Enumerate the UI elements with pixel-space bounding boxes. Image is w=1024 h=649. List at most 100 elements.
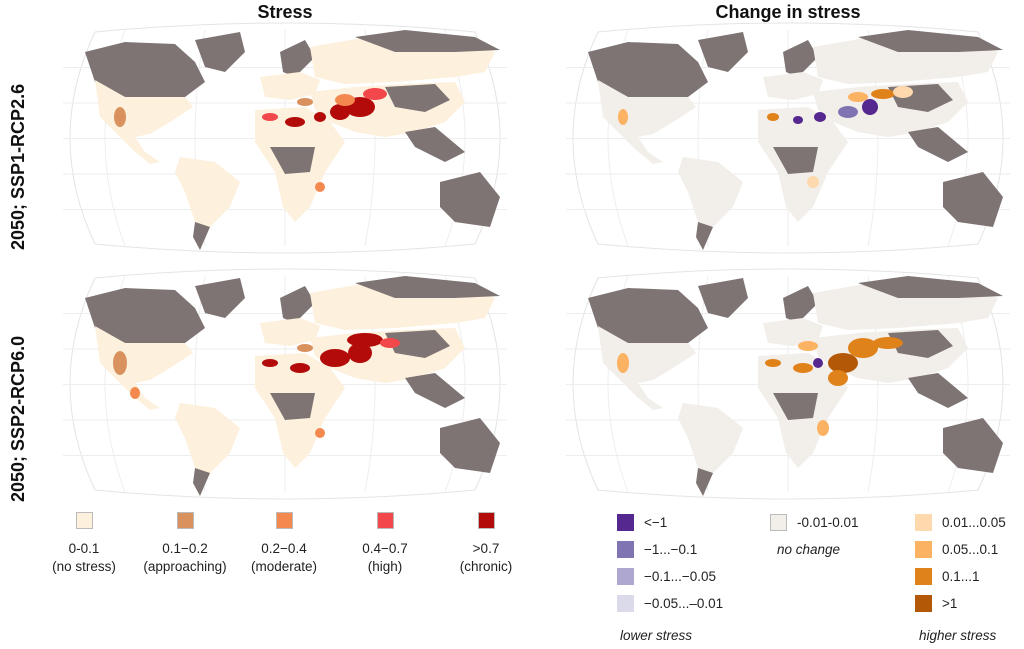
legend-no-change-caption: no change — [777, 542, 841, 557]
stress-region — [314, 112, 326, 122]
map-outline — [69, 268, 501, 500]
legend-stress-1: 0.1−0.2 (approaching) — [130, 512, 240, 576]
stress-region — [130, 387, 140, 399]
legend-label: (no stress) — [52, 559, 116, 574]
patagonia — [696, 468, 713, 496]
legend-range: 0-0.1 — [68, 541, 100, 556]
central-africa — [270, 393, 315, 420]
greenland — [698, 278, 748, 318]
stress-region — [817, 420, 829, 436]
column-title-change: Change in stress — [715, 2, 861, 22]
stress-region — [320, 349, 350, 367]
legend-change-higher-1: 0.05...0.1 — [915, 539, 998, 559]
stress-region — [848, 92, 868, 102]
row-title-ssp1: 2050; SSP1-RCP2.6 — [8, 83, 28, 250]
legend-swatch — [915, 513, 932, 531]
stress-region — [347, 333, 383, 347]
canada — [588, 288, 708, 343]
stress-region — [113, 351, 127, 375]
mexico — [115, 132, 160, 164]
stress-region — [262, 113, 278, 121]
australia — [943, 172, 1003, 227]
stress-region — [807, 176, 819, 188]
stress-region — [871, 89, 895, 99]
stress-region — [335, 94, 355, 106]
stress-region — [618, 109, 628, 125]
stress-region — [290, 363, 310, 373]
central-africa — [773, 393, 818, 420]
legend-label: (chronic) — [459, 559, 513, 574]
legend-swatch — [617, 594, 634, 612]
stress-region — [767, 113, 779, 121]
stress-region — [828, 353, 858, 373]
legend-range: 0.1−0.2 — [162, 541, 208, 556]
scandinavia — [280, 286, 315, 323]
legend-range: >0.7 — [472, 541, 500, 556]
antarctic-tip — [115, 47, 150, 64]
scandinavia — [783, 286, 818, 323]
southeast-asia — [405, 373, 465, 408]
stress-region — [862, 99, 878, 115]
legend-range: 0.4−0.7 — [362, 541, 408, 556]
stress-region — [617, 353, 629, 373]
siberia — [355, 276, 500, 298]
legend-label: (high) — [367, 559, 403, 574]
stress-region — [348, 343, 372, 363]
antarctic-tip — [115, 293, 150, 310]
greenland — [195, 32, 245, 72]
greenland — [698, 32, 748, 72]
legend-change-lower-3: −0.05...–0.01 — [617, 593, 723, 613]
legend-stress-0: 0-0.1 (no stress) — [29, 512, 139, 576]
europe — [260, 318, 320, 346]
map-change-ssp2 — [566, 268, 1010, 500]
legend-label: (approaching) — [143, 559, 227, 574]
legend-swatch — [275, 512, 293, 529]
antarctic-tip — [618, 47, 653, 64]
scandinavia — [783, 40, 818, 77]
legend-lower-caption: lower stress — [620, 628, 693, 643]
legend-higher-caption: higher stress — [919, 628, 997, 643]
legend-stress-3: 0.4−0.7 (high) — [330, 512, 440, 576]
legend-swatch — [915, 540, 932, 558]
china — [385, 84, 450, 112]
stress-region — [363, 88, 387, 100]
stress-region — [297, 98, 313, 106]
map-change-ssp1 — [566, 22, 1010, 254]
legend-swatch — [477, 512, 495, 529]
stress-region — [765, 359, 781, 367]
europe — [763, 318, 823, 346]
legend-stress-4: >0.7 (chronic) — [431, 512, 541, 576]
australia — [943, 418, 1003, 473]
southeast-asia — [908, 127, 968, 162]
australia — [440, 172, 500, 227]
legend-change-lower-2: −0.1...−0.05 — [617, 566, 716, 586]
stress-region — [828, 370, 848, 386]
stress-region — [380, 338, 400, 348]
legend-label: 0.05...0.1 — [942, 541, 999, 557]
legend-swatch — [617, 513, 634, 531]
stress-region — [893, 86, 913, 98]
map-outline — [572, 22, 1004, 254]
patagonia — [193, 222, 210, 250]
column-title-stress: Stress — [257, 2, 313, 22]
legend-label: >1 — [942, 595, 958, 611]
patagonia — [193, 468, 210, 496]
legend-label: -0.01-0.01 — [797, 514, 859, 530]
antarctic-tip — [618, 293, 653, 310]
southeast-asia — [405, 127, 465, 162]
map-stress-ssp1 — [63, 22, 507, 254]
stress-region — [330, 104, 350, 120]
australia — [440, 418, 500, 473]
south-america — [678, 157, 743, 247]
south-america — [678, 403, 743, 493]
stress-region — [285, 117, 305, 127]
map-outline — [572, 268, 1004, 500]
central-africa — [773, 147, 818, 174]
stress-region — [793, 363, 813, 373]
stress-region — [114, 107, 126, 127]
legend-label: −0.1...−0.05 — [644, 568, 717, 584]
map-stress-ssp2 — [63, 268, 507, 500]
legend-label: 0.01...0.05 — [942, 514, 1006, 530]
legend-label: −0.05...–0.01 — [644, 595, 724, 611]
